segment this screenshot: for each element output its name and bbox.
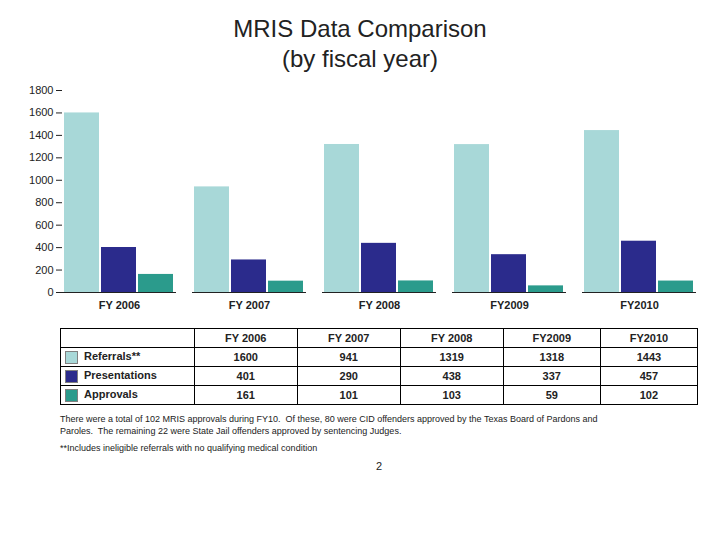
html-text:Presentations: Presentations [84,369,157,382]
html-text:457: 457 [639,370,659,382]
html-text:FY 2008: FY 2008 [431,332,473,344]
html-text:101: 101 [339,389,358,401]
html-text:438: 438 [442,370,461,382]
html-text:941: 941 [339,351,358,363]
svg-text:FY 2007: FY 2007 [229,299,270,311]
html-text:161: 161 [236,389,255,401]
svg-text:600: 600 [35,219,53,231]
svg-text:FY 2008: FY 2008 [359,299,400,311]
html-text:1318: 1318 [539,351,564,363]
html-text:1319: 1319 [439,351,464,363]
svg-text:FY 2006: FY 2006 [99,299,140,311]
html-text:Referrals**: Referrals** [84,350,141,363]
html-text:Approvals: Approvals [84,388,138,401]
html-text:FY2010: FY2010 [629,332,669,344]
svg-text:FY2009: FY2009 [490,299,529,311]
svg-text:0: 0 [47,286,53,298]
html-text:1443: 1443 [636,351,662,363]
html-text:290: 290 [339,370,358,382]
svg-text:1800: 1800 [29,84,53,96]
svg-text:400: 400 [35,241,53,253]
svg-text:1000: 1000 [29,174,53,186]
html-text:102: 102 [639,389,659,401]
html-text:2: 2 [375,460,383,472]
svg-text:1600: 1600 [29,106,53,118]
html-text:There were a total of 102 MRIS: There were a total of 102 MRIS approvals… [60,414,598,436]
html-text:401: 401 [236,370,255,382]
html-text:(by fiscal year): (by fiscal year) [282,45,438,72]
svg-text:1200: 1200 [29,151,53,163]
html-text:59: 59 [545,389,558,401]
html-text:103: 103 [442,389,461,401]
svg-text:1400: 1400 [29,129,53,141]
html-text:1600: 1600 [233,351,258,363]
html-text:337: 337 [542,370,561,382]
html-text:MRIS Data Comparison: MRIS Data Comparison [233,15,487,42]
html-text:**Includes ineligible referral: **Includes ineligible referrals with no … [60,443,318,453]
html-text:FY 2006: FY 2006 [225,332,267,344]
svg-text:200: 200 [35,264,53,276]
svg-text:FY2010: FY2010 [620,299,659,311]
html-text:FY2009: FY2009 [532,332,571,344]
svg-text:800: 800 [35,196,53,208]
html-text:FY 2007: FY 2007 [328,332,370,344]
